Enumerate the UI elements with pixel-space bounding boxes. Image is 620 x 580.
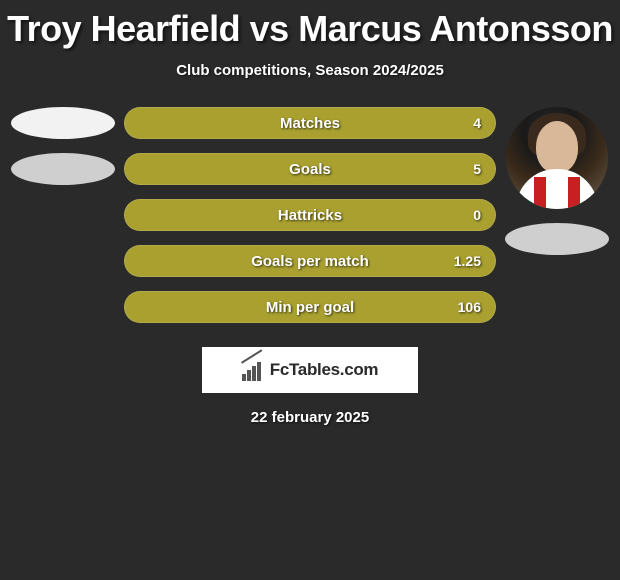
stat-label: Min per goal [266,299,354,316]
avatar-face [536,121,578,173]
right-player-col [502,107,612,255]
stat-bar-goals-per-match: Goals per match 1.25 [124,245,496,277]
date-label: 22 february 2025 [0,409,620,426]
stat-value-right: 5 [473,161,481,177]
stat-bar-goals: Goals 5 [124,153,496,185]
avatar-jersey [516,169,598,209]
left-player-flag-placeholder [11,153,115,185]
stat-value-right: 0 [473,207,481,223]
stats-column: Matches 4 Goals 5 Hattricks 0 Goals per … [118,107,502,323]
stat-value-right: 4 [473,115,481,131]
stat-value-right: 1.25 [454,253,481,269]
stat-label: Goals [289,161,331,178]
stat-label: Matches [280,115,340,132]
subtitle: Club competitions, Season 2024/2025 [0,62,620,79]
left-player-col [8,107,118,185]
logo-text: FcTables.com [270,360,379,380]
page-title: Troy Hearfield vs Marcus Antonsson [0,0,620,50]
stat-bar-matches: Matches 4 [124,107,496,139]
left-player-avatar-placeholder [11,107,115,139]
right-player-avatar [506,107,608,209]
bar-chart-icon [242,359,264,381]
avatar-jersey-stripe [568,177,580,209]
right-player-flag-placeholder [505,223,609,255]
stat-bar-min-per-goal: Min per goal 106 [124,291,496,323]
stat-label: Goals per match [251,253,369,270]
fctables-logo[interactable]: FcTables.com [202,347,418,393]
stat-value-right: 106 [458,299,481,315]
stat-label: Hattricks [278,207,342,224]
avatar-jersey-stripe [534,177,546,209]
stat-bar-hattricks: Hattricks 0 [124,199,496,231]
comparison-row: Matches 4 Goals 5 Hattricks 0 Goals per … [0,107,620,323]
